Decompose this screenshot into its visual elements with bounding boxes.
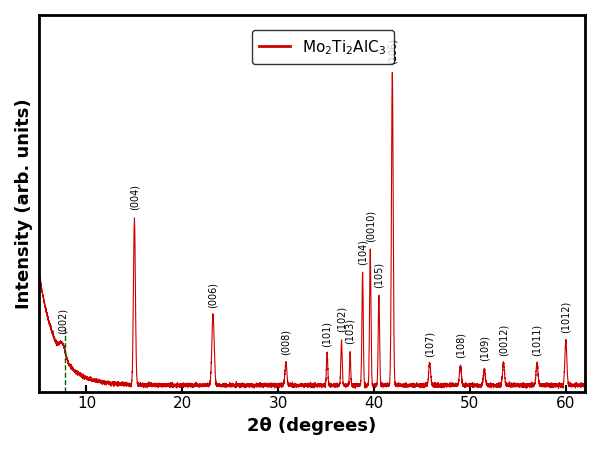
Text: (1012): (1012)	[561, 301, 571, 333]
Text: (101): (101)	[322, 320, 332, 346]
X-axis label: 2θ (degrees): 2θ (degrees)	[247, 417, 376, 435]
Y-axis label: Intensity (arb. units): Intensity (arb. units)	[15, 98, 33, 309]
Text: (107): (107)	[425, 331, 434, 357]
Text: (104): (104)	[358, 239, 368, 265]
Legend: Mo$_2$Ti$_2$AlC$_3$: Mo$_2$Ti$_2$AlC$_3$	[251, 30, 394, 64]
Text: (1011): (1011)	[532, 324, 542, 356]
Text: (0012): (0012)	[499, 324, 509, 356]
Text: (008): (008)	[281, 328, 291, 355]
Text: (0010): (0010)	[365, 210, 375, 243]
Text: (105): (105)	[374, 261, 384, 288]
Text: (106): (106)	[388, 38, 397, 64]
Text: (102): (102)	[337, 306, 346, 332]
Text: (103): (103)	[345, 318, 355, 344]
Text: (004): (004)	[130, 184, 139, 210]
Text: (006): (006)	[208, 282, 218, 308]
Text: (108): (108)	[455, 332, 466, 358]
Text: (109): (109)	[479, 335, 490, 361]
Text: (002): (002)	[58, 308, 68, 334]
